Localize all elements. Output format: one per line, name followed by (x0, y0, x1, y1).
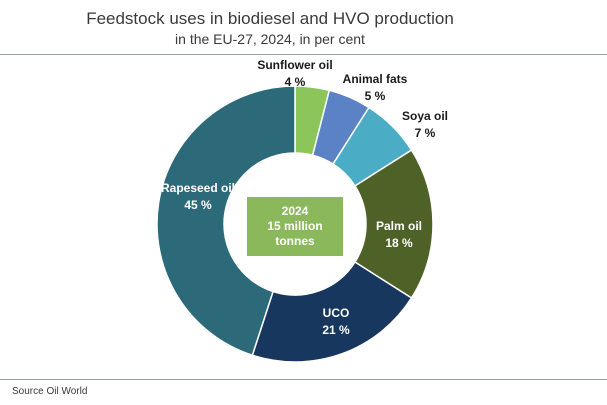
slice-label-rapeseed-oil: Rapeseed oil 45 % (161, 181, 235, 212)
slice-label-animal-fats: Animal fats 5 % (343, 72, 408, 103)
top-divider (0, 54, 607, 55)
slice-rapeseed-oil (156, 85, 296, 357)
slice-label-uco: UCO 21 % (322, 306, 350, 337)
slice-label-sunflower-oil: Sunflower oil 4 % (257, 58, 332, 89)
slice-label-palm-oil: Palm oil 18 % (376, 219, 422, 250)
slice-uco (251, 261, 413, 363)
center-total-label: 2024 15 million tonnes (267, 204, 322, 248)
chart-subtitle: in the EU-27, 2024, in per cent (175, 31, 365, 47)
center-total-box (247, 197, 343, 256)
chart-title: Feedstock uses in biodiesel and HVO prod… (86, 9, 454, 28)
slice-label-soya-oil: Soya oil 7 % (402, 109, 448, 140)
source-note: Source Oil World (12, 386, 88, 397)
bottom-divider (0, 379, 607, 380)
